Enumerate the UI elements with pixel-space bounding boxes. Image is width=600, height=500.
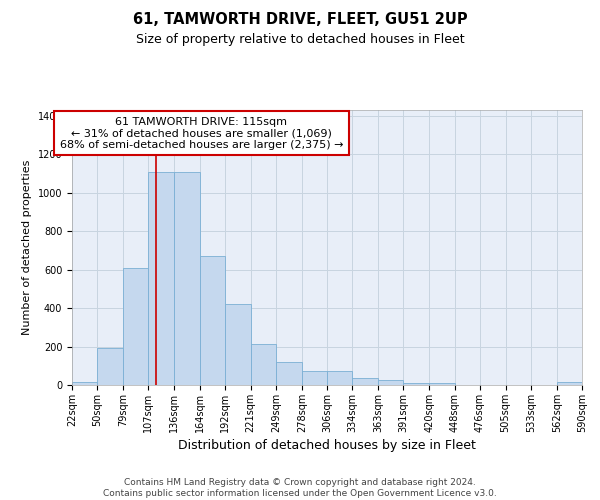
- Bar: [276, 362, 302, 385]
- Bar: [97, 348, 123, 385]
- Text: 61 TAMWORTH DRIVE: 115sqm
← 31% of detached houses are smaller (1,069)
68% of se: 61 TAMWORTH DRIVE: 115sqm ← 31% of detac…: [59, 116, 343, 150]
- Bar: [378, 380, 403, 385]
- Y-axis label: Number of detached properties: Number of detached properties: [22, 160, 32, 335]
- Bar: [403, 382, 430, 385]
- Bar: [199, 256, 224, 385]
- Bar: [327, 370, 352, 385]
- Bar: [352, 378, 378, 385]
- Bar: [430, 382, 455, 385]
- Text: 61, TAMWORTH DRIVE, FLEET, GU51 2UP: 61, TAMWORTH DRIVE, FLEET, GU51 2UP: [133, 12, 467, 28]
- X-axis label: Distribution of detached houses by size in Fleet: Distribution of detached houses by size …: [178, 439, 476, 452]
- Bar: [251, 344, 276, 385]
- Bar: [302, 370, 327, 385]
- Text: Size of property relative to detached houses in Fleet: Size of property relative to detached ho…: [136, 32, 464, 46]
- Bar: [557, 382, 582, 385]
- Bar: [148, 172, 175, 385]
- Bar: [123, 268, 148, 385]
- Bar: [224, 304, 251, 385]
- Bar: [175, 172, 199, 385]
- Text: Contains HM Land Registry data © Crown copyright and database right 2024.
Contai: Contains HM Land Registry data © Crown c…: [103, 478, 497, 498]
- Bar: [72, 382, 97, 385]
